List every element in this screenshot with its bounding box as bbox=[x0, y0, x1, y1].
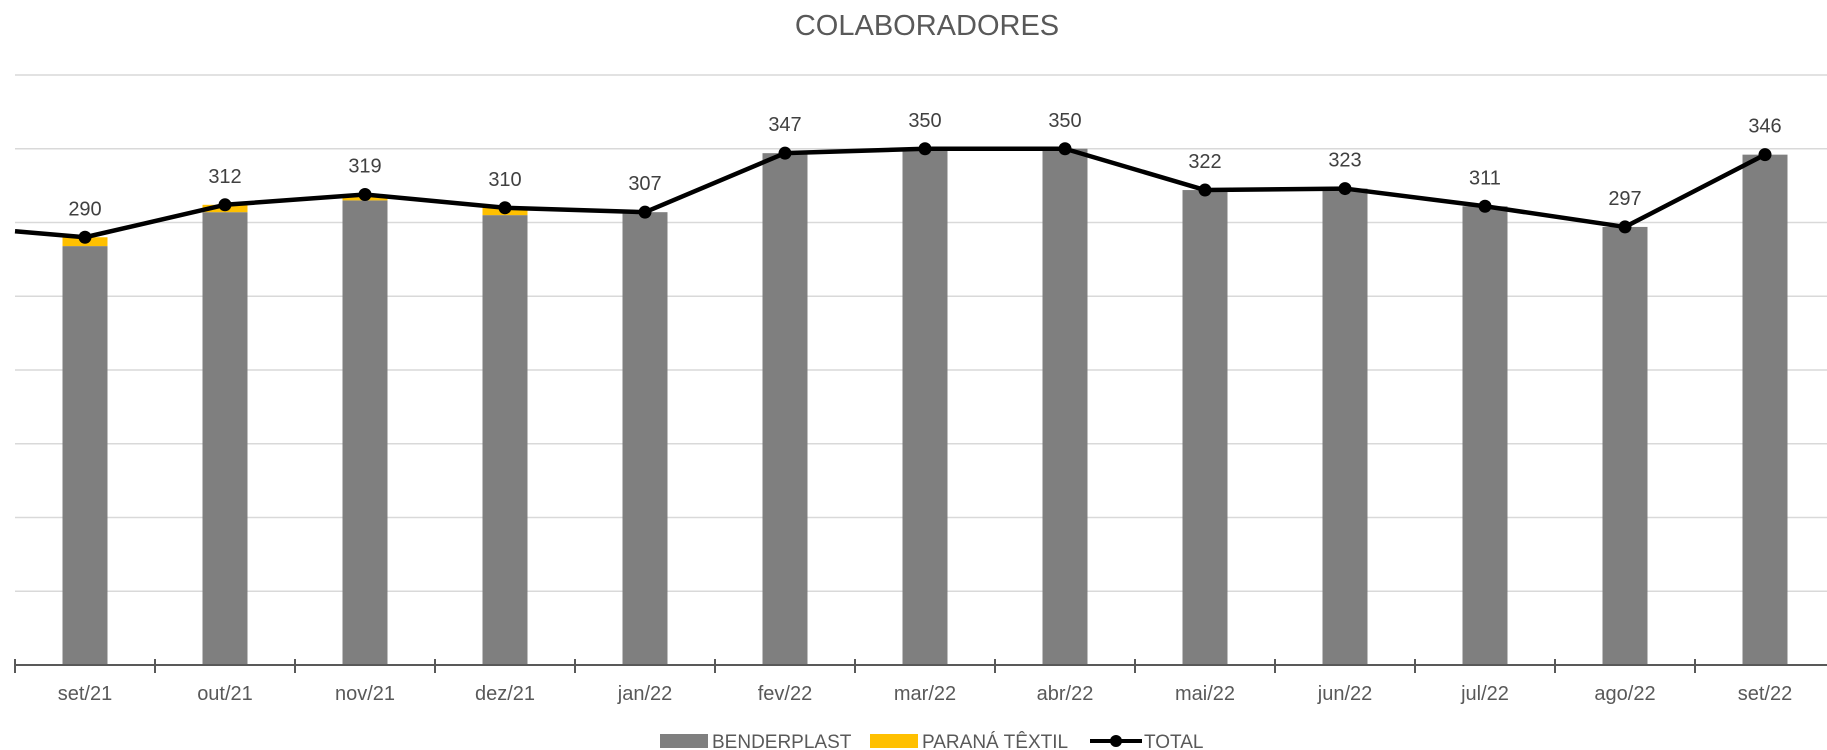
total-point bbox=[1618, 220, 1632, 234]
bar-benderplast bbox=[622, 212, 668, 666]
total-data-label: 310 bbox=[488, 169, 521, 191]
x-tick-label: abr/22 bbox=[1037, 683, 1094, 705]
total-data-label: 319 bbox=[348, 155, 381, 177]
x-axis: set/21 out/21 nov/21 dez/21 jan/22 fev/22 mar/… bbox=[14, 659, 1827, 705]
x-tick-label: jan/22 bbox=[617, 683, 673, 705]
total-point bbox=[1058, 142, 1072, 156]
bar-benderplast bbox=[342, 200, 388, 665]
legend-swatch-parana-textil bbox=[870, 734, 918, 748]
total-data-label: 323 bbox=[1328, 150, 1361, 172]
x-tick-label: jul/22 bbox=[1460, 683, 1509, 705]
bar-benderplast bbox=[1042, 148, 1088, 665]
legend-swatch-benderplast bbox=[660, 734, 708, 748]
x-tick-label: set/22 bbox=[1738, 683, 1792, 705]
legend-marker-total bbox=[1110, 735, 1122, 747]
total-data-label: 307 bbox=[628, 173, 661, 195]
x-tick-label: out/21 bbox=[197, 683, 253, 705]
total-point bbox=[498, 201, 512, 215]
total-series-line bbox=[14, 146, 1767, 240]
x-tick-label: mar/22 bbox=[894, 683, 956, 705]
bars bbox=[62, 148, 1788, 666]
x-tick-label: fev/22 bbox=[758, 683, 812, 705]
total-data-label: 290 bbox=[68, 198, 101, 220]
legend-label-total: TOTAL bbox=[1144, 732, 1203, 750]
total-data-label: 297 bbox=[1608, 188, 1641, 210]
bar-benderplast bbox=[1322, 188, 1368, 665]
total-data-label: 311 bbox=[1469, 167, 1501, 189]
total-point bbox=[638, 205, 652, 219]
x-tick-label: set/21 bbox=[58, 683, 112, 705]
total-point bbox=[218, 198, 232, 212]
x-tick-label: jun/22 bbox=[1317, 683, 1373, 705]
bar-benderplast bbox=[1462, 206, 1508, 665]
total-data-label: 347 bbox=[768, 114, 801, 136]
total-point bbox=[918, 142, 932, 156]
total-point bbox=[778, 146, 792, 160]
total-data-label: 350 bbox=[908, 110, 941, 132]
chart-title: COLABORADORES bbox=[795, 10, 1059, 42]
x-tick-label: dez/21 bbox=[475, 683, 535, 705]
total-point bbox=[358, 187, 372, 201]
bar-benderplast bbox=[762, 153, 808, 666]
total-data-label: 322 bbox=[1188, 151, 1221, 173]
legend-label-benderplast: BENDERPLAST bbox=[712, 732, 852, 750]
x-tick-label: ago/22 bbox=[1594, 683, 1655, 705]
total-data-label: 350 bbox=[1048, 110, 1081, 132]
bar-benderplast bbox=[1742, 154, 1788, 665]
bar-benderplast bbox=[1182, 190, 1228, 666]
bar-benderplast bbox=[62, 246, 108, 665]
total-point bbox=[1478, 199, 1492, 213]
total-point bbox=[1758, 148, 1772, 162]
bar-benderplast bbox=[202, 212, 248, 666]
x-tick-label: mai/22 bbox=[1175, 683, 1235, 705]
total-point bbox=[1338, 182, 1352, 196]
x-tick-label: nov/21 bbox=[335, 683, 395, 705]
data-labels: 290 312 319 310 307 347 350 350 322 323 311 297 346 bbox=[68, 110, 1781, 221]
total-point bbox=[78, 230, 92, 244]
total-data-label: 312 bbox=[208, 166, 241, 188]
bar-benderplast bbox=[482, 215, 528, 665]
legend-label-parana-textil: PARANÁ TÊXTIL bbox=[922, 731, 1068, 750]
total-line bbox=[14, 142, 1772, 244]
total-data-label: 346 bbox=[1748, 116, 1781, 138]
total-point bbox=[1198, 183, 1212, 197]
bar-benderplast bbox=[1602, 226, 1648, 666]
bar-benderplast bbox=[902, 148, 948, 665]
legend: BENDERPLAST PARANÁ TÊXTIL TOTAL bbox=[660, 731, 1203, 750]
